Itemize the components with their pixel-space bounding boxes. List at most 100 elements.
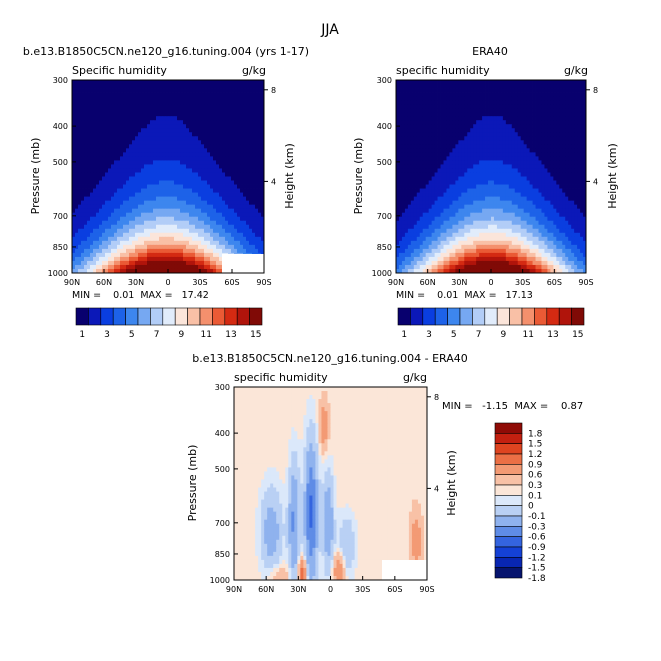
panel-obs-cell <box>470 192 474 197</box>
panel-model-cell <box>93 156 97 161</box>
panel-model-cell <box>180 88 184 93</box>
panel-obs-cell <box>488 172 492 177</box>
panel-model-cell <box>132 232 136 238</box>
panel-model-cell <box>219 88 223 93</box>
panel-model-cell <box>150 128 154 133</box>
panel-model-cell <box>246 208 250 214</box>
panel-obs-cell <box>493 156 498 161</box>
panel-model-cell <box>249 128 253 133</box>
panel-model-cell <box>195 240 199 246</box>
panel-model-cell <box>81 260 85 266</box>
panel-model-cell <box>174 116 178 121</box>
panel-obs-cell <box>461 156 465 161</box>
panel-obs-cell <box>461 168 465 173</box>
panel-model-cell <box>132 184 136 189</box>
panel-model-cell <box>204 244 208 250</box>
panel-model-cell <box>231 140 235 145</box>
panel-model-cell <box>228 232 232 238</box>
panel-obs-cell <box>553 128 557 133</box>
panel-model-cell <box>237 176 241 181</box>
panel-model-cell <box>87 112 91 117</box>
panel-model-cell <box>153 192 157 197</box>
panel-model-cell <box>243 116 247 121</box>
panel-model-cell <box>204 256 208 262</box>
panel-model-cell <box>120 224 124 230</box>
panel-model-cell <box>165 136 169 141</box>
panel-obs-cell <box>553 156 557 161</box>
panel-model-cell <box>207 116 211 121</box>
panel-obs-cell <box>505 192 510 197</box>
panel-obs-cell <box>467 104 471 109</box>
panel-obs-cell <box>574 180 578 185</box>
panel-obs-cell <box>476 176 480 181</box>
panel-model-cell <box>243 244 247 250</box>
panel-model-cell <box>81 80 85 85</box>
panel-obs-cell <box>464 144 468 149</box>
panel-model-cell <box>72 148 76 153</box>
panel-obs-cell <box>499 104 504 109</box>
panel-model-cell <box>144 236 148 242</box>
panel-model-cell <box>126 124 130 129</box>
panel-model-cell <box>96 260 100 266</box>
panel-obs-cell <box>416 136 421 141</box>
panel-obs-cell <box>479 92 483 97</box>
panel-obs-cell <box>541 116 545 121</box>
panel-model-cell <box>198 128 202 133</box>
panel-model-cell <box>129 216 133 222</box>
panel-obs-cell <box>443 124 447 129</box>
panel-model-cell <box>129 204 133 210</box>
panel-model-cell <box>225 240 229 246</box>
panel-model-cell <box>186 160 190 165</box>
panel-model-cell <box>228 184 232 189</box>
panel-model-cell <box>156 88 160 93</box>
panel-model-cell <box>243 104 247 109</box>
panel-obs-cell <box>529 156 533 161</box>
panel-model-cell <box>225 248 229 254</box>
panel-model-cell <box>255 216 259 222</box>
panel-model-cell <box>183 184 187 189</box>
panel-obs-cell <box>434 172 438 177</box>
panel-model-cell <box>255 208 259 214</box>
panel-model-cell <box>114 232 118 238</box>
panel-model-cell <box>156 220 160 226</box>
panel-model-cell <box>81 100 85 105</box>
panel-obs-cell <box>410 172 415 177</box>
panel-obs-cell <box>574 92 578 97</box>
panel-obs-cell <box>535 112 539 117</box>
panel-model-cell <box>75 216 79 222</box>
panel-model-cell <box>237 200 241 206</box>
panel-obs-cell <box>529 120 533 125</box>
panel-obs-cell <box>404 140 409 145</box>
panel-model-cell <box>198 204 202 210</box>
panel-obs-cell <box>428 156 433 161</box>
panel-model-cell <box>201 160 205 165</box>
panel-obs-cell <box>434 144 438 149</box>
panel-model-cell <box>237 188 241 193</box>
panel-obs-cell <box>529 84 533 89</box>
panel-obs-cell <box>538 112 542 117</box>
panel-model-cell <box>186 156 190 161</box>
panel-obs-cell <box>404 116 409 121</box>
panel-obs-cell <box>467 176 471 181</box>
panel-model-cell <box>129 248 133 254</box>
panel-model-cell <box>189 172 193 177</box>
panel-obs-cell <box>485 80 489 85</box>
panel-model-cell <box>102 184 106 189</box>
panel-model-cell <box>123 204 127 210</box>
panel-obs-cell <box>535 192 539 197</box>
panel-model-cell <box>234 164 238 169</box>
panel-model-cell <box>138 168 142 173</box>
panel-model-colorbar-label: 11 <box>200 330 211 340</box>
panel-model-cell <box>261 196 265 202</box>
panel-model-cell <box>255 148 259 153</box>
panel-model-cell <box>174 128 178 133</box>
panel-model-cell <box>96 144 100 149</box>
panel-obs-cell <box>499 100 504 105</box>
panel-model-cell <box>180 192 184 197</box>
panel-model-cell <box>111 96 115 101</box>
panel-model-cell <box>165 100 169 105</box>
panel-model-cell <box>105 208 109 214</box>
panel-model-cell <box>129 96 133 101</box>
panel-obs-cell <box>428 120 433 125</box>
panel-model-cell <box>195 200 199 206</box>
